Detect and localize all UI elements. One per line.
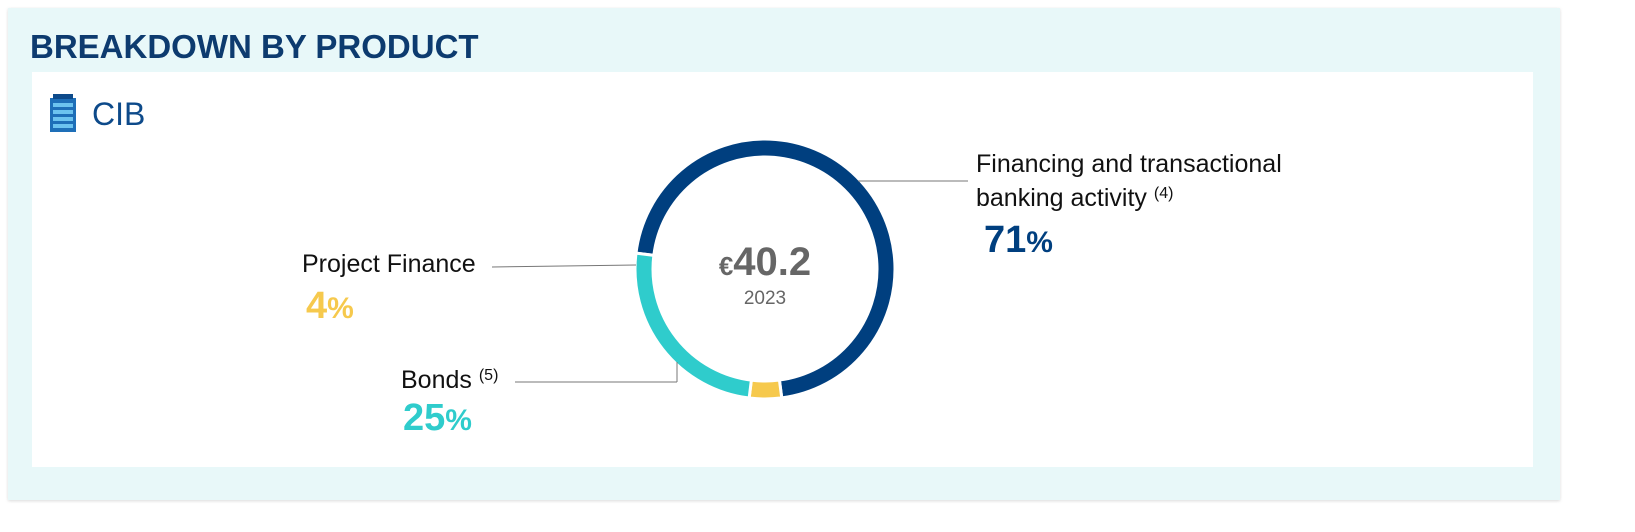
card: BREAKDOWN BY PRODUCT CIB bbox=[8, 8, 1560, 500]
category-label: Bonds (5) bbox=[401, 361, 601, 395]
donut-segment bbox=[747, 378, 784, 401]
leader-line bbox=[491, 264, 637, 268]
section-label: CIB bbox=[92, 96, 146, 132]
value-unit: % bbox=[327, 292, 354, 325]
value-number: 4 bbox=[306, 285, 328, 327]
value-number: 25 bbox=[403, 397, 446, 439]
center-number: 40.2 bbox=[733, 240, 811, 284]
panel: CIB bbox=[32, 72, 1533, 467]
center-caption: 2023 bbox=[744, 288, 786, 309]
value-number: 71 bbox=[984, 219, 1027, 261]
value-unit: % bbox=[445, 404, 472, 437]
category-name: Bonds bbox=[401, 366, 472, 394]
value-label: 25% bbox=[403, 398, 472, 441]
footnote-ref: (5) bbox=[478, 367, 499, 384]
donut-segment bbox=[634, 137, 897, 400]
category-name: Financing and transactional banking acti… bbox=[976, 150, 1282, 212]
title: BREAKDOWN BY PRODUCT bbox=[30, 28, 479, 65]
footnote-ref: (4) bbox=[1153, 185, 1174, 202]
center-value: €40.2 bbox=[719, 240, 811, 284]
category-label: Project Finance bbox=[302, 249, 502, 279]
value-label: 71% bbox=[984, 220, 1053, 263]
currency: € bbox=[719, 251, 733, 281]
value-unit: % bbox=[1026, 226, 1053, 259]
category-label: Financing and transactional banking acti… bbox=[976, 149, 1316, 213]
building-icon bbox=[50, 94, 76, 132]
category-name: Project Finance bbox=[302, 250, 476, 278]
value-label: 4% bbox=[306, 286, 354, 329]
donut-segment bbox=[633, 251, 754, 400]
